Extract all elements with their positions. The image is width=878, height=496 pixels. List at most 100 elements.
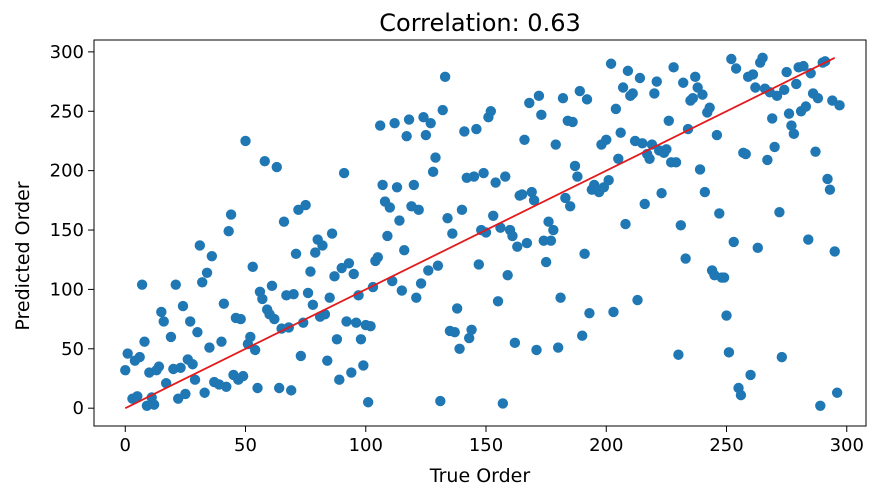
data-point bbox=[521, 237, 533, 249]
data-point bbox=[492, 296, 504, 307]
data-point bbox=[307, 299, 319, 311]
data-point bbox=[831, 387, 843, 398]
data-point bbox=[670, 157, 682, 168]
data-point bbox=[603, 174, 614, 186]
data-point bbox=[237, 370, 249, 382]
data-point bbox=[516, 189, 528, 200]
data-point bbox=[355, 334, 367, 345]
data-point bbox=[180, 388, 191, 400]
data-point bbox=[699, 186, 711, 198]
data-point bbox=[605, 58, 617, 69]
data-point bbox=[184, 316, 196, 327]
data-point bbox=[153, 361, 165, 372]
data-point bbox=[485, 106, 497, 117]
data-point bbox=[704, 102, 715, 113]
data-point bbox=[341, 316, 352, 327]
data-point bbox=[132, 391, 143, 402]
data-point bbox=[156, 306, 167, 318]
data-point bbox=[687, 92, 699, 104]
plot-frame bbox=[93, 39, 867, 427]
data-point bbox=[372, 252, 383, 263]
data-point bbox=[298, 317, 309, 328]
data-point bbox=[384, 202, 396, 213]
data-point bbox=[752, 242, 763, 254]
data-point bbox=[500, 171, 511, 182]
data-point bbox=[240, 135, 251, 147]
data-point bbox=[783, 108, 795, 119]
data-point bbox=[177, 300, 189, 312]
y-tick-label: 100 bbox=[50, 279, 84, 300]
data-point bbox=[786, 120, 797, 131]
plot-area: 0 50 100 150 200 250 300 0 50 100 150 200 250 300 bbox=[50, 39, 867, 456]
data-point bbox=[348, 268, 359, 280]
data-point bbox=[430, 152, 441, 163]
data-points bbox=[120, 52, 845, 412]
data-point bbox=[509, 337, 521, 349]
x-tick-label: 100 bbox=[349, 435, 383, 456]
data-point bbox=[718, 272, 730, 283]
data-point bbox=[574, 85, 586, 97]
data-point bbox=[463, 332, 475, 344]
data-point bbox=[290, 248, 302, 259]
data-point bbox=[528, 195, 540, 206]
data-point bbox=[632, 294, 643, 306]
data-point bbox=[322, 355, 333, 366]
data-point bbox=[394, 215, 405, 226]
reference-line bbox=[124, 57, 836, 409]
data-point bbox=[471, 123, 482, 135]
data-point bbox=[399, 245, 410, 256]
data-point bbox=[120, 364, 131, 376]
data-point bbox=[358, 360, 369, 371]
x-tick-label: 300 bbox=[830, 435, 864, 456]
data-point bbox=[432, 260, 444, 271]
y-tick-label: 150 bbox=[50, 220, 84, 241]
data-point bbox=[442, 212, 453, 224]
data-point bbox=[374, 120, 386, 131]
x-tick-label: 200 bbox=[589, 435, 623, 456]
data-point bbox=[617, 82, 629, 93]
y-tick-label: 200 bbox=[50, 161, 84, 182]
data-point bbox=[136, 279, 148, 290]
data-point bbox=[192, 326, 203, 338]
data-point bbox=[334, 374, 345, 385]
data-point bbox=[552, 342, 564, 353]
data-point bbox=[526, 186, 537, 198]
data-point bbox=[302, 287, 314, 299]
data-point bbox=[324, 292, 335, 303]
data-point bbox=[139, 336, 150, 347]
data-point bbox=[651, 76, 662, 87]
data-point bbox=[675, 220, 687, 231]
data-point bbox=[221, 381, 232, 393]
data-point bbox=[507, 230, 518, 242]
data-point bbox=[175, 362, 186, 374]
data-point bbox=[673, 349, 684, 360]
data-point bbox=[466, 324, 477, 335]
data-point bbox=[762, 154, 773, 166]
data-point bbox=[259, 155, 270, 167]
data-point bbox=[512, 241, 523, 252]
data-point bbox=[148, 399, 160, 410]
data-point bbox=[257, 293, 268, 305]
data-point bbox=[803, 234, 814, 245]
data-point bbox=[502, 269, 513, 281]
data-point bbox=[735, 389, 747, 401]
data-point bbox=[800, 101, 812, 112]
data-point bbox=[524, 97, 535, 109]
y-tick-label: 0 bbox=[73, 398, 84, 419]
data-point bbox=[829, 246, 840, 257]
data-point bbox=[286, 385, 297, 396]
data-point bbox=[245, 331, 256, 343]
data-point bbox=[134, 351, 145, 363]
data-point bbox=[569, 160, 581, 172]
data-point bbox=[721, 310, 732, 321]
data-point bbox=[533, 90, 545, 102]
data-point bbox=[745, 369, 756, 381]
data-point bbox=[747, 69, 759, 80]
data-point bbox=[678, 77, 689, 88]
data-point bbox=[519, 134, 530, 145]
data-point bbox=[449, 326, 460, 338]
data-point bbox=[812, 92, 824, 104]
data-point bbox=[413, 204, 424, 216]
data-point bbox=[271, 161, 282, 173]
data-point bbox=[536, 109, 547, 121]
